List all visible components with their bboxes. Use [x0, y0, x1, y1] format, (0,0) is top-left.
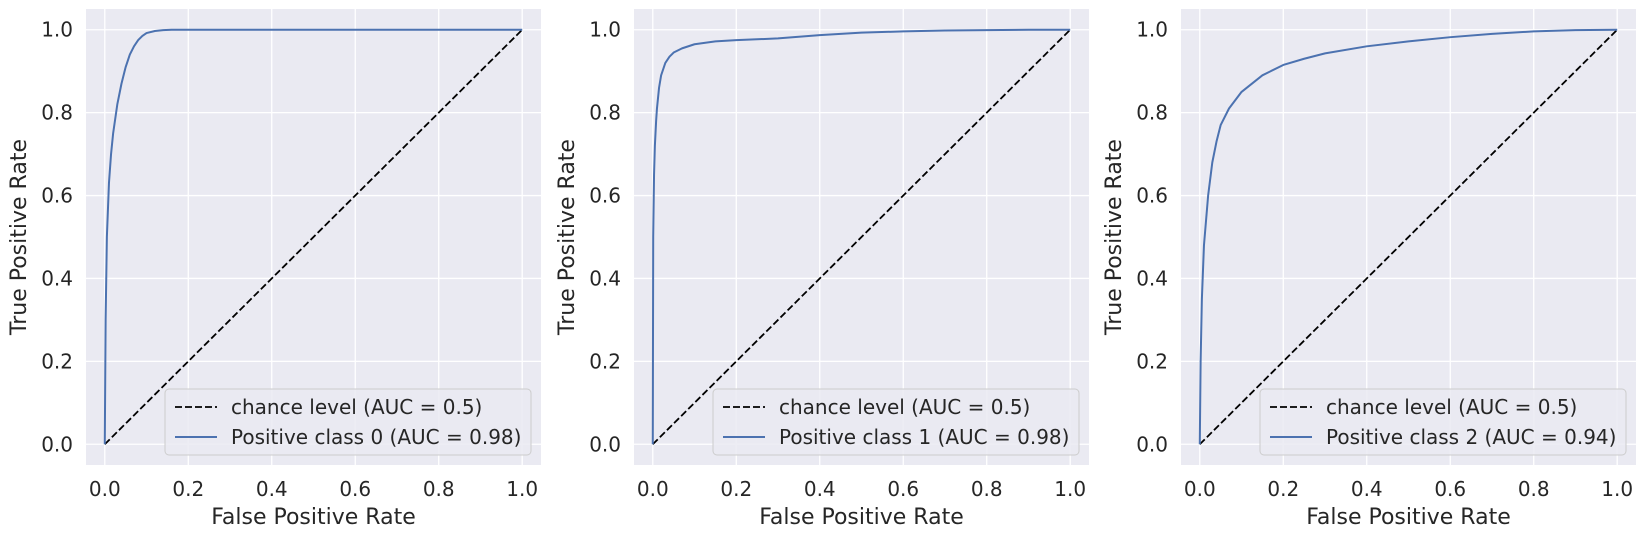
- x-tick-label: 0.2: [172, 477, 204, 501]
- x-tick-label: 1.0: [506, 477, 538, 501]
- y-axis-label: True Positive Rate: [555, 139, 580, 336]
- x-axis-label: False Positive Rate: [759, 505, 963, 530]
- legend-entry-label: chance level (AUC = 0.5): [779, 395, 1030, 419]
- x-tick-label: 0.0: [1184, 477, 1216, 501]
- x-tick-label: 0.2: [720, 477, 752, 501]
- y-tick-label: 0.8: [41, 101, 73, 125]
- x-tick-label: 0.4: [1351, 477, 1383, 501]
- x-tick-label: 0.8: [971, 477, 1003, 501]
- y-tick-label: 0.4: [1136, 266, 1168, 290]
- roc-curve-line: [651, 28, 1071, 445]
- roc-panel-2: 0.0 0.2 0.4 0.6 0.8 1.0 0.0 0.2 0.4 0.6 0.8 1.0 Fals…: [1102, 9, 1636, 530]
- chance-level-line: [1199, 29, 1618, 445]
- chance-level-line: [104, 29, 523, 445]
- y-tick-label: 1.0: [1136, 18, 1168, 42]
- y-tick-label: 0.2: [589, 349, 621, 373]
- legend-entry-label: chance level (AUC = 0.5): [231, 395, 482, 419]
- legend-entry-label: chance level (AUC = 0.5): [1326, 395, 1577, 419]
- x-tick-label: 0.4: [804, 477, 836, 501]
- x-tick-label: 0.8: [423, 477, 455, 501]
- y-tick-label: 0.4: [41, 266, 73, 290]
- y-tick-label: 1.0: [41, 18, 73, 42]
- x-tick-label: 1.0: [1601, 477, 1633, 501]
- roc-curve-line: [103, 28, 523, 445]
- x-tick-label: 0.4: [256, 477, 288, 501]
- x-tick-label: 0.0: [89, 477, 121, 501]
- x-tick-label: 1.0: [1054, 477, 1086, 501]
- y-axis-label: True Positive Rate: [1102, 139, 1127, 336]
- roc-panel-1: 0.0 0.2 0.4 0.6 0.8 1.0 0.0 0.2 0.4 0.6 0.8 1.0 Fals…: [555, 9, 1089, 530]
- y-tick-label: 0.2: [41, 349, 73, 373]
- legend-entry-label: Positive class 1 (AUC = 0.98): [779, 425, 1069, 449]
- y-tick-label: 1.0: [589, 18, 621, 42]
- x-tick-label: 0.8: [1518, 477, 1550, 501]
- x-axis-label: False Positive Rate: [1306, 505, 1510, 530]
- y-tick-label: 0.0: [1136, 432, 1168, 456]
- y-tick-label: 0.6: [41, 184, 73, 208]
- x-axis-label: False Positive Rate: [211, 505, 415, 530]
- roc-panel-0: 0.0 0.2 0.4 0.6 0.8 1.0 0.0 0.2 0.4 0.6 0.8 1.0 Fals…: [7, 9, 541, 530]
- x-tick-label: 0.6: [887, 477, 919, 501]
- x-tick-label: 0.0: [637, 477, 669, 501]
- chance-level-line: [652, 29, 1071, 445]
- legend-entry-label: Positive class 2 (AUC = 0.94): [1326, 425, 1616, 449]
- y-tick-label: 0.0: [589, 432, 621, 456]
- x-tick-label: 0.2: [1267, 477, 1299, 501]
- y-tick-label: 0.6: [589, 184, 621, 208]
- roc-curve-line: [1198, 28, 1618, 445]
- legend-entry-label: Positive class 0 (AUC = 0.98): [231, 425, 521, 449]
- y-axis-label: True Positive Rate: [7, 139, 32, 336]
- legend-box: [712, 388, 1080, 456]
- x-tick-label: 0.6: [1434, 477, 1466, 501]
- legend-box: [1259, 388, 1627, 456]
- y-tick-label: 0.4: [589, 266, 621, 290]
- y-tick-label: 0.2: [1136, 349, 1168, 373]
- y-tick-label: 0.0: [41, 432, 73, 456]
- y-tick-label: 0.8: [589, 101, 621, 125]
- y-tick-label: 0.6: [1136, 184, 1168, 208]
- y-tick-label: 0.8: [1136, 101, 1168, 125]
- legend-box: [164, 388, 532, 456]
- x-tick-label: 0.6: [339, 477, 371, 501]
